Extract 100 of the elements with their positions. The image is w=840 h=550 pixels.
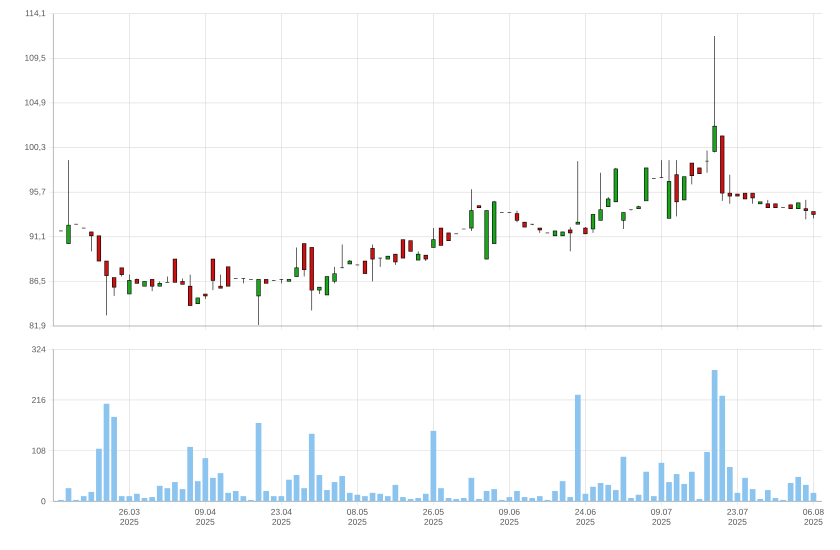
candlestick	[210, 258, 216, 290]
y-tick-label: 91,1	[30, 233, 46, 240]
candlestick	[294, 247, 299, 277]
bar	[149, 497, 155, 502]
candlestick	[606, 196, 610, 208]
bar	[240, 496, 246, 502]
candlestick	[438, 228, 444, 246]
candlestick	[256, 279, 261, 326]
bar	[118, 496, 125, 502]
bar	[643, 472, 650, 502]
candlestick	[362, 260, 368, 274]
y-tick-label: 114,1	[26, 10, 46, 18]
candlestick	[226, 266, 230, 287]
candlestick	[621, 212, 626, 230]
bar	[194, 481, 201, 502]
candlestick	[104, 260, 109, 316]
x-tick-label: 26.05 2025	[423, 508, 444, 525]
bar	[392, 484, 398, 502]
y-tick-label: 104,9	[25, 99, 46, 106]
x-tick-label: 09.04 2025	[195, 508, 216, 525]
bar	[719, 396, 726, 502]
bar	[232, 490, 239, 502]
candlestick	[66, 160, 71, 244]
x-tick-label: 09.06 2025	[499, 508, 520, 525]
candlestick	[150, 279, 154, 292]
bar	[263, 490, 269, 502]
bar	[491, 489, 498, 502]
bar	[636, 494, 642, 502]
bar	[726, 467, 733, 502]
bar	[757, 498, 764, 502]
bar	[688, 472, 695, 502]
bar	[415, 498, 422, 502]
bar	[788, 483, 794, 502]
candlestick	[514, 210, 520, 223]
bar	[506, 497, 512, 502]
bar	[552, 490, 558, 502]
bar	[802, 484, 809, 502]
bar	[650, 496, 657, 502]
bar	[536, 496, 543, 502]
y-tick-label: 109,5	[25, 54, 46, 62]
x-tick-label: 26.03 2025	[119, 508, 140, 525]
y-tick-label: 324	[32, 346, 46, 352]
candlestick	[89, 232, 94, 252]
candlestick	[750, 192, 755, 204]
bar	[795, 476, 802, 502]
bar	[187, 446, 193, 502]
candlestick	[332, 266, 337, 284]
bar	[377, 494, 384, 502]
bar	[764, 490, 771, 502]
bar	[202, 458, 208, 502]
bar	[384, 496, 391, 502]
candlestick	[172, 258, 178, 283]
candlestick	[188, 274, 192, 306]
candlestick	[568, 226, 572, 252]
bar	[605, 484, 612, 502]
candlestick	[408, 240, 413, 252]
bar	[567, 497, 574, 502]
bar	[111, 416, 117, 502]
candlestick	[728, 174, 732, 204]
candlestick	[590, 214, 596, 234]
candlestick	[682, 176, 686, 200]
bar	[422, 494, 429, 502]
x-tick-label: 23.07 2025	[727, 508, 748, 525]
bar	[346, 492, 353, 502]
bar	[560, 481, 566, 502]
x-tick-label: 09.07 2025	[651, 508, 672, 525]
bar	[354, 494, 360, 502]
bar	[674, 474, 680, 502]
candlestick	[598, 172, 603, 221]
candlestick	[469, 188, 474, 232]
bar	[681, 484, 688, 502]
bar	[598, 483, 604, 502]
candlestick	[112, 277, 116, 296]
bar	[750, 489, 756, 502]
x-tick-label: 23.04 2025	[271, 508, 292, 525]
x-tick-label: 08.05 2025	[347, 508, 368, 525]
candlestick	[218, 274, 223, 288]
bar	[460, 498, 467, 502]
y-tick-label: 95,7	[30, 188, 46, 196]
bar	[574, 394, 581, 502]
bar	[810, 492, 816, 502]
y-tick-label: 216	[32, 396, 46, 403]
candlestick	[370, 244, 375, 282]
bar	[712, 370, 718, 502]
candlestick	[324, 276, 330, 296]
candlestick	[400, 239, 406, 258]
bar	[529, 498, 536, 502]
y-tick-label: 108	[32, 448, 46, 454]
bar	[301, 488, 307, 502]
bar	[126, 496, 132, 502]
x-tick-label: 24.06 2025	[575, 508, 596, 525]
y-tick-label: 81,9	[30, 322, 46, 330]
bar	[430, 430, 436, 502]
bar	[270, 496, 277, 502]
bar	[339, 476, 346, 502]
candlestick	[393, 254, 398, 266]
y-tick-label: 100,3	[25, 144, 46, 152]
bar	[88, 492, 94, 502]
candlestick	[431, 228, 436, 248]
y-tick-label: 86,5	[30, 278, 46, 285]
